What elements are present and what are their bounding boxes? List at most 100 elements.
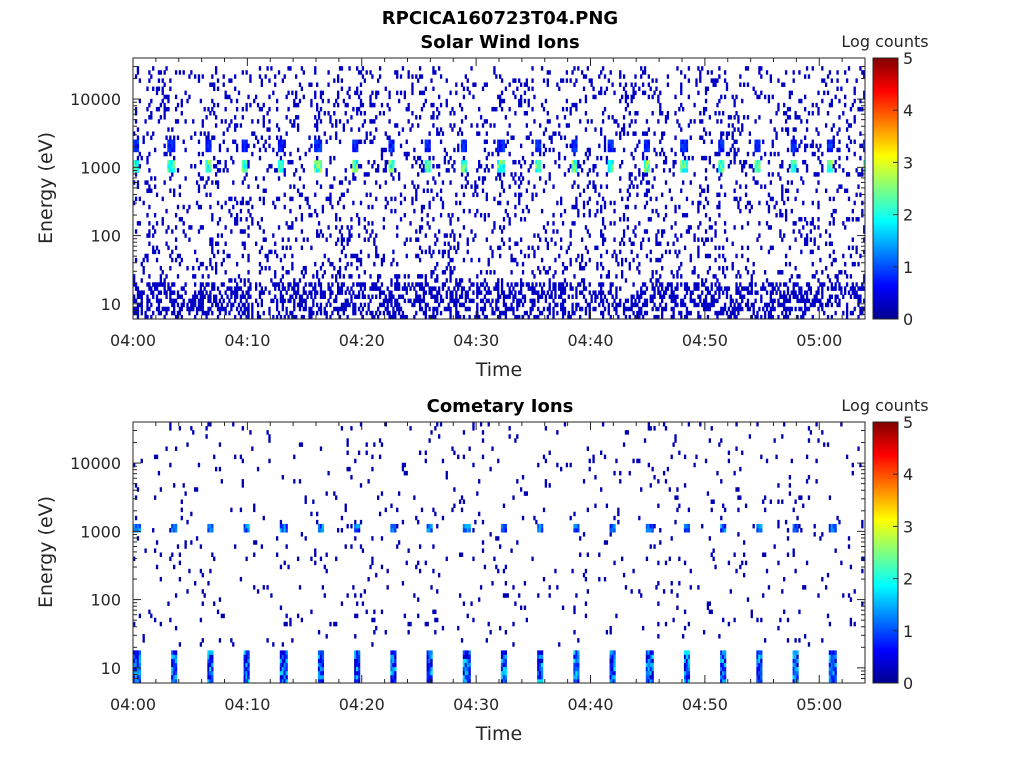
- heatmap-cell: [338, 274, 342, 279]
- heatmap-cell: [228, 253, 231, 259]
- heatmap-cell: [449, 314, 452, 320]
- heatmap-cell: [220, 119, 223, 124]
- heatmap-cell: [359, 82, 363, 87]
- heatmap-cell: [420, 274, 424, 279]
- heatmap-cell: [375, 196, 378, 202]
- heatmap-cell: [133, 143, 136, 149]
- heatmap-cell: [209, 528, 212, 533]
- heatmap-cell: [733, 127, 736, 132]
- heatmap-cell: [845, 127, 849, 132]
- heatmap-cell: [266, 638, 269, 643]
- heatmap-cell: [720, 147, 723, 153]
- heatmap-cell: [247, 253, 250, 259]
- heatmap-cell: [155, 282, 159, 287]
- heatmap-cell: [813, 294, 816, 300]
- heatmap-cell: [235, 306, 239, 312]
- heatmap-cell: [794, 221, 797, 226]
- heatmap-cell: [535, 290, 538, 295]
- heatmap-cell: [436, 131, 439, 136]
- heatmap-cell: [438, 172, 441, 177]
- heatmap-cell: [338, 66, 342, 71]
- heatmap-cell: [805, 221, 809, 226]
- heatmap-cell: [350, 164, 353, 169]
- heatmap-cell: [300, 164, 304, 169]
- heatmap-cell: [420, 106, 424, 112]
- heatmap-cell: [466, 180, 469, 185]
- heatmap-cell: [741, 127, 744, 132]
- heatmap-cell: [777, 270, 780, 275]
- heatmap-cell: [262, 119, 265, 124]
- heatmap-cell: [542, 290, 546, 295]
- heatmap-cell: [241, 147, 244, 153]
- heatmap-cell: [682, 302, 685, 308]
- heatmap-cell: [148, 282, 151, 287]
- heatmap-cell: [535, 192, 538, 198]
- heatmap-cell: [756, 168, 759, 173]
- heatmap-cell: [775, 200, 778, 206]
- heatmap-cell: [817, 155, 820, 161]
- heatmap-cell: [426, 147, 429, 153]
- heatmap-cell: [224, 200, 227, 206]
- heatmap-cell: [638, 221, 641, 226]
- heatmap-cell: [632, 229, 635, 234]
- heatmap-cell: [209, 147, 212, 153]
- heatmap-cell: [253, 503, 256, 509]
- heatmap-cell: [790, 208, 793, 214]
- heatmap-cell: [352, 159, 355, 165]
- heatmap-cell: [226, 168, 229, 173]
- heatmap-cell: [296, 115, 300, 120]
- heatmap-cell: [134, 483, 138, 488]
- heatmap-cell: [668, 294, 671, 300]
- heatmap-cell: [573, 310, 576, 316]
- heatmap-cell: [499, 192, 502, 198]
- heatmap-cell: [384, 159, 387, 165]
- heatmap-cell: [680, 70, 683, 75]
- heatmap-cell: [630, 98, 633, 104]
- heatmap-cell: [224, 310, 227, 316]
- heatmap-cell: [314, 168, 317, 173]
- heatmap-cell: [828, 233, 832, 238]
- heatmap-cell: [619, 98, 622, 104]
- heatmap-cell: [659, 282, 662, 287]
- heatmap-cell: [708, 253, 711, 259]
- heatmap-cell: [746, 115, 750, 120]
- heatmap-cell: [863, 225, 866, 230]
- heatmap-cell: [283, 151, 286, 157]
- heatmap-cell: [651, 78, 654, 83]
- heatmap-cell: [173, 650, 176, 655]
- heatmap-cell: [586, 200, 589, 206]
- heatmap-cell: [704, 196, 708, 202]
- heatmap-cell: [571, 286, 574, 291]
- heatmap-cell: [706, 306, 710, 312]
- heatmap-cell: [544, 147, 548, 153]
- heatmap-cell: [418, 74, 422, 79]
- heatmap-cell: [247, 302, 250, 308]
- heatmap-cell: [420, 306, 424, 312]
- heatmap-cell: [174, 225, 178, 230]
- heatmap-cell: [796, 298, 799, 304]
- heatmap-cell: [171, 298, 174, 304]
- heatmap-cell: [152, 290, 155, 295]
- heatmap-cell: [424, 310, 427, 316]
- heatmap-cell: [733, 159, 736, 165]
- heatmap-cell: [173, 658, 176, 664]
- heatmap-cell: [304, 495, 307, 500]
- heatmap-cell: [689, 294, 692, 300]
- heatmap-cell: [245, 654, 248, 659]
- heatmap-cell: [432, 270, 435, 275]
- heatmap-cell: [285, 306, 288, 312]
- heatmap-cell: [826, 314, 830, 320]
- heatmap-cell: [173, 159, 176, 165]
- heatmap-cell: [622, 123, 626, 128]
- heatmap-cell: [205, 180, 208, 185]
- heatmap-cell: [731, 241, 734, 246]
- heatmap-cell: [506, 139, 509, 145]
- heatmap-cell: [314, 139, 317, 145]
- heatmap-cell: [251, 446, 254, 451]
- heatmap-cell: [344, 168, 347, 173]
- heatmap-cell: [582, 286, 586, 291]
- heatmap-cell: [514, 290, 517, 295]
- heatmap-cell: [424, 314, 427, 320]
- heatmap-cell: [136, 654, 140, 659]
- heatmap-cell: [609, 314, 612, 320]
